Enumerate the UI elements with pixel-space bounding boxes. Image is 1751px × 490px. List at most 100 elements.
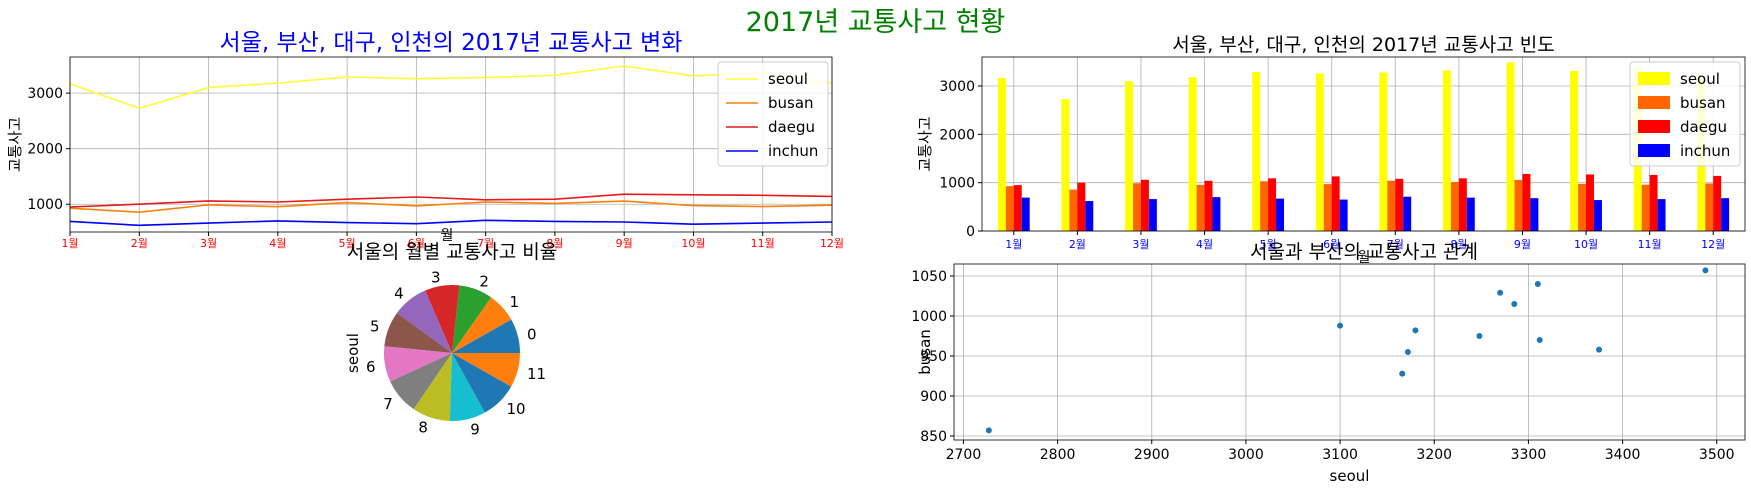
line-series-seoul [69,65,833,110]
bar-inchun [1593,200,1602,231]
pie-slice-3 [425,285,460,353]
bar-busan [1578,183,1587,231]
line-xlabel: 월 [441,228,454,244]
pie-slice-label: 5 [370,317,380,335]
pie-slice-label: 9 [470,420,480,438]
bar-ytick-label: 3000 [939,79,975,95]
pie-title: 서울의 월별 교통사고 비율 [347,241,557,263]
bar-busan [1133,183,1141,231]
bar-ytick-label: 1000 [939,176,975,192]
bar-legend-box [1629,61,1741,167]
bar-legend-swatch [1638,96,1670,109]
bar-busan [1514,179,1523,231]
pie-slice-label: 7 [383,395,393,413]
pie-slice-label: 3 [431,268,441,286]
scatter-point [1337,322,1344,329]
scatter-point [1596,346,1603,353]
bar-daegu [1331,176,1340,231]
bar-inchun [1212,197,1221,231]
scatter-point [1497,289,1504,296]
pie-slice-label: 8 [418,419,428,437]
scatter-xtick-label: 3100 [1322,447,1358,463]
bar-legend-label: inchun [1680,142,1730,160]
bar-title: 서울, 부산, 대구, 인천의 2017년 교통사고 빈도 [1172,34,1554,56]
bar-busan [1705,183,1714,231]
scatter-ytick-label: 1050 [911,269,947,285]
scatter-ytick-label: 900 [920,389,947,405]
bar-xtick-label: 2월 [1069,238,1086,251]
bar-busan [1260,181,1269,231]
pie-slice-label: 1 [509,293,519,311]
bar-xtick-label: 4월 [1196,238,1213,251]
line-ytick-label: 3000 [27,86,63,102]
bar-busan [1641,184,1650,231]
bar-xtick-label: 10월 [1574,238,1598,251]
line-ylabel: 교통사고 [6,117,24,172]
bar-daegu [1077,182,1086,231]
bar-daegu [1522,173,1531,231]
bar-inchun [1466,197,1475,231]
line-xtick-label: 11월 [751,237,775,250]
line-xtick-label: 12월 [820,237,844,250]
pie-slice-4 [397,290,452,353]
line-legend-label: daegu [768,118,815,136]
bar-busan [1069,189,1078,231]
bar-xtick-label: 3월 [1132,238,1149,251]
line-legend-box [717,61,829,167]
line-ytick-label: 2000 [27,142,63,158]
pie-ylabel: seoul [344,333,362,373]
bar-seoul [1252,71,1261,231]
scatter-point [1399,370,1406,377]
bar-daegu [1013,185,1022,231]
bar-xtick-label: 8월 [1450,238,1467,251]
bar-daegu [1140,179,1149,231]
bar-busan [1450,181,1459,231]
pie-slice-label: 10 [507,400,526,418]
bar-inchun [1276,198,1285,231]
pie-slice-6 [384,346,452,382]
scatter-xtick-label: 3500 [1699,447,1735,463]
scatter-point [1536,337,1543,343]
pie-slice-label: 0 [527,325,537,343]
bar-inchun [1021,197,1030,231]
bar-xtick-label: 9월 [1514,238,1531,251]
bar-ytick-label: 2000 [939,127,975,143]
pie-slice-0 [452,319,520,353]
bar-daegu [1204,180,1213,231]
bar-daegu [1649,174,1658,231]
scatter-xtick-label: 2900 [1134,447,1170,463]
pie-slice-8 [413,353,452,421]
bar-daegu [1268,178,1277,231]
scatter-point [1404,349,1411,355]
line-xtick-label: 4월 [269,237,286,250]
scatter-point [1534,281,1541,287]
bar-legend-label: busan [1680,94,1726,112]
scatter-ylabel: busan [916,329,934,375]
scatter-xtick-label: 2800 [1040,447,1076,463]
bar-daegu [1458,178,1467,231]
bar-inchun [1530,198,1539,231]
line-xtick-label: 5월 [339,237,356,250]
line-ytick-label: 1000 [27,197,63,213]
bar-busan [1323,184,1332,231]
scatter-title: 서울과 부산의 교통사고 관계 [1250,241,1478,263]
bar-inchun [1721,198,1730,231]
bar-seoul [1188,77,1197,231]
bar-xtick-label: 7월 [1387,238,1404,251]
bar-legend-swatch [1638,144,1670,157]
bar-inchun [1339,199,1348,231]
scatter-ytick-label: 1000 [911,309,947,325]
bar-xlabel: 월 [1358,250,1371,266]
bar-legend-label: seoul [1680,70,1720,88]
bar-seoul [1061,99,1070,231]
bar-xtick-label: 5월 [1260,238,1277,251]
figure-suptitle: 2017년 교통사고 현황 [745,7,1006,38]
bar-legend-swatch [1638,120,1670,133]
line-xtick-label: 3월 [200,237,217,250]
pie-slice-label: 6 [366,358,376,376]
pie-slice-label: 2 [479,272,489,290]
line-legend-label: inchun [768,142,818,160]
bar-ytick-label: 0 [966,224,975,240]
bar-seoul [1506,62,1515,232]
